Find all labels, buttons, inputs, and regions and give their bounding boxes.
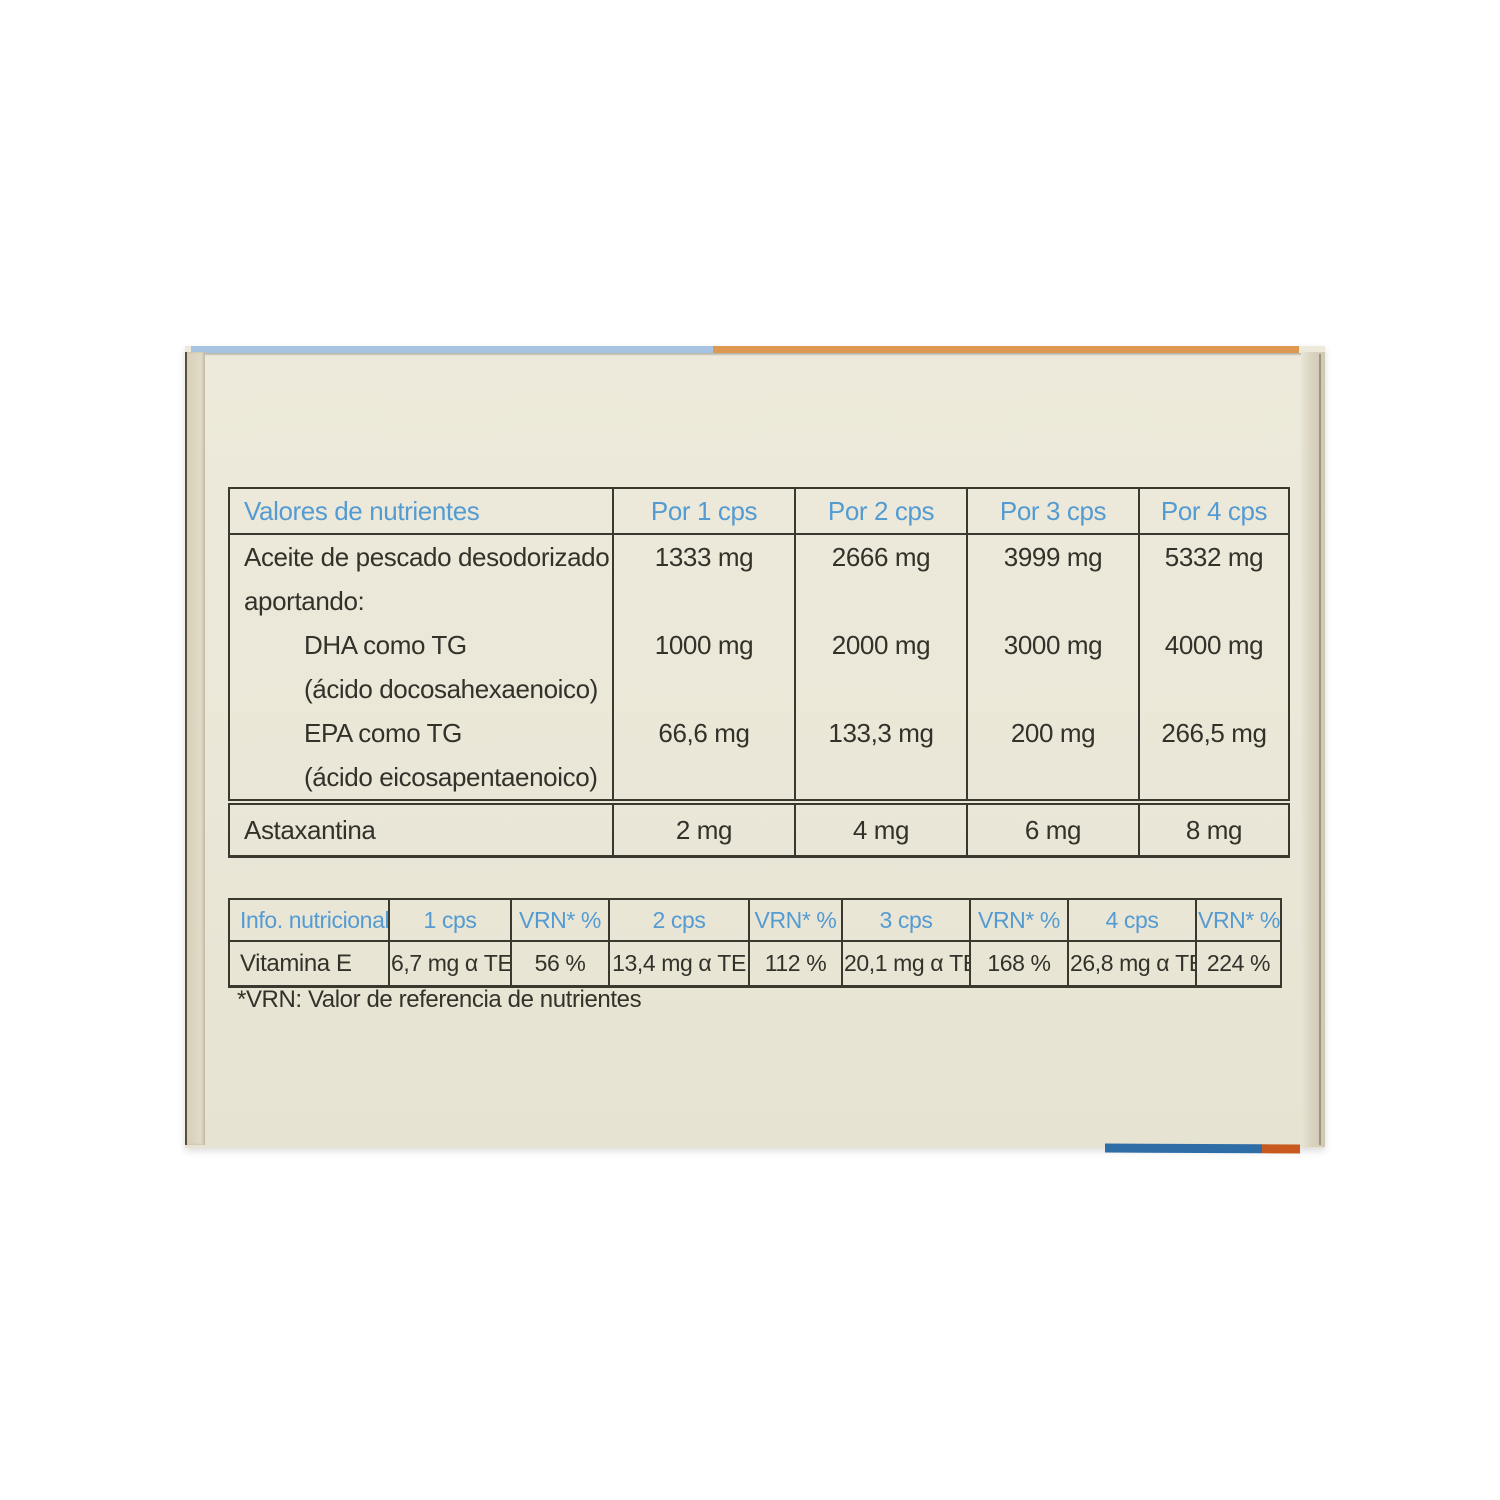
value-cell: 56 % (510, 941, 609, 987)
value-cell: 4000 mg (1138, 623, 1289, 667)
column-header: 3 cps (841, 899, 970, 942)
value-cell: 2666 mg (794, 534, 967, 579)
column-header: Por 3 cps (966, 488, 1139, 535)
row-label: Aceite de pescado desodorizado (244, 541, 610, 572)
row-label: DHA como TG (304, 629, 467, 660)
table-row: Aceite de pescado desodorizado 1333 mg 2… (229, 534, 1289, 579)
nutrient-table-header-row: Valores de nutrientes Por 1 cps Por 2 cp… (229, 488, 1289, 535)
value-cell: 1000 mg (612, 623, 795, 667)
row-label: EPA como TG (304, 717, 462, 748)
value-cell: 112 % (748, 941, 842, 987)
value-cell (966, 755, 1139, 802)
bottom-edge-strip-orange (1261, 1144, 1301, 1154)
column-header: 4 cps (1067, 899, 1196, 942)
row-label: (ácido docosahexaenoico) (304, 673, 598, 704)
value-cell: 6,7 mg α TE (388, 941, 511, 987)
value-cell: 4 mg (794, 799, 967, 857)
value-cell: 66,6 mg (612, 711, 795, 755)
value-cell: 3000 mg (966, 623, 1139, 667)
table-row: EPA como TG 66,6 mg 133,3 mg 200 mg 266,… (229, 711, 1289, 755)
value-cell: 266,5 mg (1138, 711, 1289, 755)
column-header: 1 cps (388, 899, 511, 942)
top-edge-strip (191, 346, 1299, 353)
value-cell (966, 667, 1139, 711)
row-label: aportando: (244, 585, 365, 616)
column-header: VRN* % (969, 899, 1068, 942)
value-cell (794, 667, 967, 711)
right-flap-crease (1319, 354, 1321, 1145)
value-cell: 26,8 mg α TE (1067, 941, 1196, 987)
value-cell (1138, 579, 1289, 623)
row-label: (ácido eicosapentaenoico) (304, 761, 598, 792)
value-cell: 8 mg (1138, 799, 1289, 857)
nutritional-info-table: Info. nutricional 1 cps VRN* % 2 cps VRN… (228, 898, 1282, 988)
bottom-edge-strip (1104, 1143, 1301, 1154)
value-cell: 133,3 mg (794, 711, 967, 755)
column-header: Por 2 cps (794, 488, 967, 535)
value-cell (966, 579, 1139, 623)
column-header: Info. nutricional (229, 899, 389, 942)
value-cell: 6 mg (966, 799, 1139, 857)
top-edge-strip-orange (713, 346, 1299, 353)
value-cell: 200 mg (966, 711, 1139, 755)
left-side-flap (185, 352, 205, 1145)
table-row: Vitamina E 6,7 mg α TE 56 % 13,4 mg α TE… (229, 941, 1281, 987)
column-header: VRN* % (510, 899, 609, 942)
column-header: VRN* % (1195, 899, 1281, 942)
table-row: DHA como TG 1000 mg 2000 mg 3000 mg 4000… (229, 623, 1289, 667)
row-label: Vitamina E (240, 949, 352, 977)
value-cell (612, 579, 795, 623)
value-cell: 20,1 mg α TE (841, 941, 970, 987)
package-back-panel: Valores de nutrientes Por 1 cps Por 2 cp… (185, 346, 1325, 1154)
table-row: (ácido eicosapentaenoico) (229, 755, 1289, 802)
top-edge-shadow (185, 353, 1325, 356)
value-cell: 5332 mg (1138, 534, 1289, 579)
value-cell: 1333 mg (612, 534, 795, 579)
column-header: Por 1 cps (612, 488, 795, 535)
value-cell: 2 mg (612, 799, 795, 857)
info-table-header-row: Info. nutricional 1 cps VRN* % 2 cps VRN… (229, 899, 1281, 942)
right-side-flap (1301, 352, 1325, 1147)
value-cell: 168 % (969, 941, 1068, 987)
column-header: Por 4 cps (1138, 488, 1289, 535)
value-cell: 2000 mg (794, 623, 967, 667)
bottom-edge-strip-blue (1104, 1143, 1263, 1154)
value-cell: 13,4 mg α TE (608, 941, 749, 987)
value-cell (1138, 667, 1289, 711)
vrn-footnote: *VRN: Valor de referencia de nutrientes (237, 986, 642, 1013)
value-cell (794, 579, 967, 623)
column-header: Valores de nutrientes (229, 488, 613, 535)
column-header: 2 cps (608, 899, 749, 942)
value-cell: 3999 mg (966, 534, 1139, 579)
table-row: Astaxantina 2 mg 4 mg 6 mg 8 mg (229, 799, 1289, 857)
value-cell (612, 755, 795, 802)
value-cell: 224 % (1195, 941, 1281, 987)
top-edge-strip-blue (191, 346, 713, 353)
column-header: VRN* % (748, 899, 842, 942)
value-cell (612, 667, 795, 711)
table-row: (ácido docosahexaenoico) (229, 667, 1289, 711)
value-cell (1138, 755, 1289, 802)
row-label: Astaxantina (229, 799, 613, 857)
nutrient-values-table: Valores de nutrientes Por 1 cps Por 2 cp… (228, 487, 1290, 858)
table-row: aportando: (229, 579, 1289, 623)
value-cell (794, 755, 967, 802)
